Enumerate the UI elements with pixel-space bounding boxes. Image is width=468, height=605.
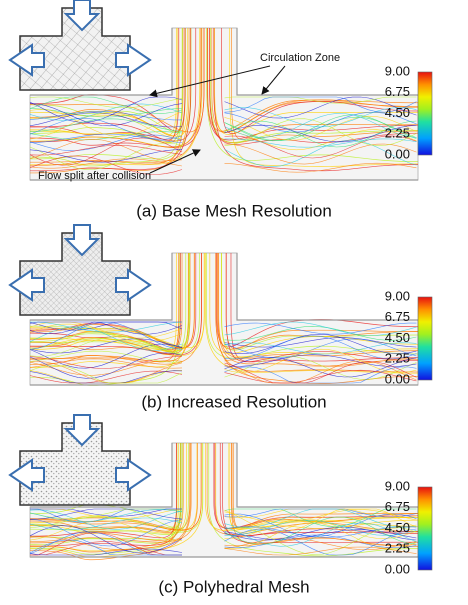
colorbar (418, 72, 432, 155)
colorbar-tick-label: 9.00 (385, 478, 410, 493)
colorbar-tick-label: 4.50 (385, 105, 410, 120)
caption: (a) Base Mesh Resolution (136, 201, 332, 220)
colorbar-tick-label: 2.25 (385, 126, 410, 141)
figure: 9.00 6.75 4.50 2.25 0.00 (a) Base Mesh Resolu… (0, 0, 468, 605)
colorbar-tick-label: 6.75 (385, 309, 410, 324)
caption: (c) Polyhedral Mesh (158, 577, 309, 596)
annotation: Circulation Zone (260, 52, 340, 64)
colorbar-tick-label: 0.00 (385, 561, 410, 576)
annotation-arrow (262, 66, 285, 94)
colorbar-tick-label: 9.00 (385, 63, 410, 78)
caption: (b) Increased Resolution (141, 392, 326, 411)
colorbar (418, 297, 432, 380)
colorbar-tick-label: 6.75 (385, 84, 410, 99)
panel: 9.00 6.75 4.50 2.25 0.00 (c) Polyhedral Mesh (10, 415, 432, 596)
panel: 9.00 6.75 4.50 2.25 0.00 (a) Base Mesh Resolu… (10, 0, 432, 220)
colorbar-tick-label: 0.00 (385, 371, 410, 386)
colorbar-tick-label: 4.50 (385, 330, 410, 345)
colorbar-tick-label: 4.50 (385, 520, 410, 535)
colorbar-tick-label: 2.25 (385, 351, 410, 366)
panel: 9.00 6.75 4.50 2.25 0.00 (b) Increased Resolu… (10, 225, 432, 411)
colorbar-tick-label: 6.75 (385, 499, 410, 514)
colorbar-tick-label: 0.00 (385, 146, 410, 161)
colorbar-tick-label: 9.00 (385, 288, 410, 303)
annotation: Flow split after collision (38, 170, 151, 182)
colorbar (418, 487, 432, 570)
colorbar-tick-label: 2.25 (385, 541, 410, 556)
